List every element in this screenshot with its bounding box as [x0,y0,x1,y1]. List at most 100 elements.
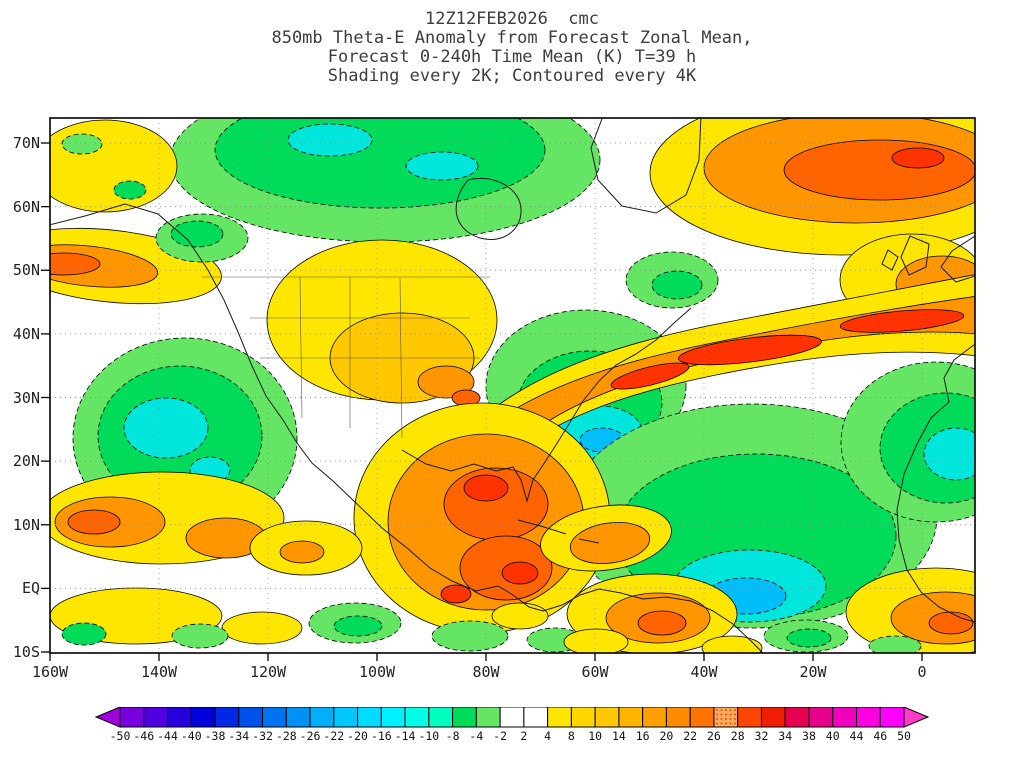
contour-blob [440,584,472,604]
stipple-dot [720,722,723,725]
colorbar-tick-label: 32 [755,729,769,743]
coastline-caribbean-islands [517,519,600,544]
colorbar-tick-label: 8 [568,729,575,743]
stipple-dot [725,709,727,711]
colorbar-right-arrow [903,706,930,728]
x-tick-label: 100W [358,663,396,681]
colorbar-cell [214,706,240,728]
stipple-dot [716,718,718,720]
colorbar-tick-label: -20 [347,729,368,743]
colorbar-cell [475,706,501,728]
colorbar-tick-label: 14 [612,729,626,743]
x-tick-label: 140W [140,663,178,681]
colorbar-tick-label: -10 [418,729,439,743]
colorbar-tick-label: -40 [181,729,202,743]
colorbar-tick-label: -26 [300,729,321,743]
contour-blob [868,635,922,653]
contour-blob [67,509,121,535]
colorbar-tick-label: -50 [110,729,131,743]
colorbar-tick-label: -14 [395,729,416,743]
stipple-dot [729,722,732,725]
colorbar-tick-label: -46 [133,729,154,743]
contour-blob [651,270,703,300]
contour-blob [123,397,209,459]
stipple-dot [716,713,718,716]
colorbar-tick-label: -34 [228,729,249,743]
title-run-line: 12Z12FEB2026 cmc [425,9,599,29]
colorbar-left-arrow [94,706,121,728]
stipple-dot [729,709,732,711]
colorbar-cell [143,706,169,728]
colorbar-cell [309,706,335,728]
stipple-dot [734,713,736,716]
colorbar-tick-label: -38 [205,729,226,743]
contour-blob [563,628,629,653]
x-tick-label: 160W [31,663,69,681]
contour-blob [637,610,687,636]
colorbar-tick-label: 22 [683,729,697,743]
coastline-iberia-africa [896,343,975,623]
coastline-british-isles [881,235,930,276]
negative-spots-alaska [61,133,147,200]
contour-blob [214,118,546,209]
contour-blob [61,622,107,646]
colorbar-svg: -50 -46 -44 -40 -38 -34 -32 -28 -26 -22 -20 -16 -14-… [94,706,930,743]
negative-anomaly-canada [169,118,601,243]
y-tick-label: 10S [12,643,40,661]
colorbar-cell [428,706,454,728]
stipple-dot [734,709,736,711]
positive-anomaly-west-africa [845,567,975,653]
colorbar-tick-label: 26 [707,729,721,743]
title-forecast-line: Forecast 0-240h Time Mean (K) T=39 h [327,47,697,67]
stipple-dot [725,718,727,720]
plot-frame [49,117,976,654]
colorbar-tick-label: -22 [323,729,344,743]
x-axis-labels: 160W 140W 120W 100W 80W 60W 40W 20W 0 [0,663,1024,683]
colorbar-tick-label: -32 [252,729,273,743]
contour-blob [221,611,303,645]
colorbar-tick-label: -44 [157,729,178,743]
grid-lines [50,118,975,653]
positive-anomaly-mexico-caribbean [353,402,672,634]
contour-blob [113,180,147,200]
y-tick-label: 60N [12,197,40,216]
colorbar-cell [452,706,477,728]
y-tick-label: EQ [21,579,40,598]
title-shading-line: Shading every 2K; Contoured every 4K [327,66,697,86]
colorbar-cell [618,706,644,728]
colorbar-tick-label: 28 [731,729,745,743]
negative-spots-equator [308,602,922,653]
colorbar-cell [190,706,216,728]
colorbar-cell [879,706,905,728]
colorbar-tick-label: 44 [850,729,864,743]
contour-blob [891,147,945,169]
contour-blob [61,133,103,155]
y-tick-label: 40N [12,324,40,343]
contour-blob [923,427,975,481]
contour-blob [170,220,224,248]
contour-blob [405,151,479,181]
colorbar-tick-label: 34 [778,729,792,743]
colorbar-cell [357,706,382,728]
stipple-dot [729,718,732,720]
colorbar-tick-label: -4 [469,729,483,743]
colorbar-tick-label: 38 [802,729,816,743]
coastline-gulf-east-coast [401,307,692,503]
colorbar-cell [737,706,762,728]
colorbar-tick-label: 16 [636,729,650,743]
contour-blob [610,362,690,390]
y-axis-labels: 70N 60N 50N 40N 30N 20N 10N EQ 10S [0,0,44,768]
map-plot-area [41,117,976,661]
positive-anomaly-atlantic-band [461,274,975,466]
coastline-greenland [590,118,702,214]
colorbar-tick-label: 46 [873,729,887,743]
stipple-dot [720,709,723,711]
axis-ticks [41,142,923,661]
contour-blob [928,611,974,635]
colorbar-tick-label: 20 [659,729,673,743]
contour-blob [678,334,822,366]
positive-spots-equator [491,602,763,653]
colorbar-tick-label: 10 [588,729,602,743]
colorbar-tick-label: -28 [276,729,297,743]
